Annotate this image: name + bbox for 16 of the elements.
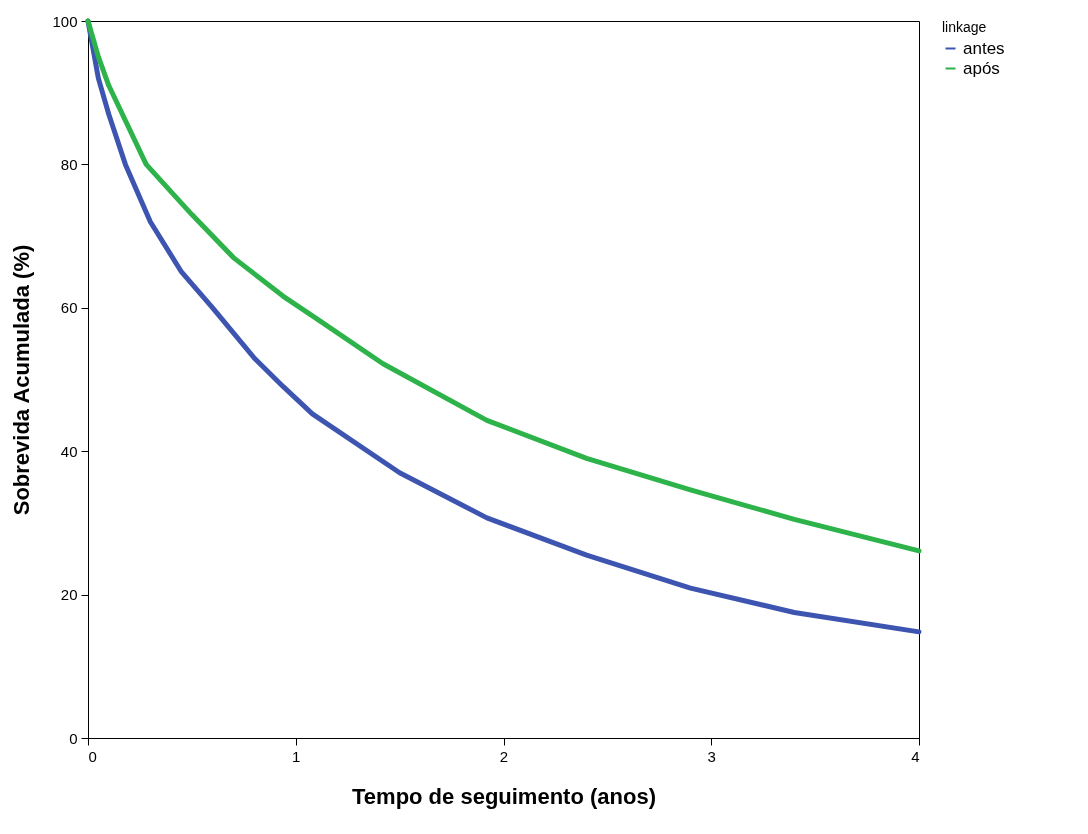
legend-label: após	[963, 58, 1000, 78]
x-tick-label: 4	[911, 747, 920, 765]
x-tick-label: 3	[707, 747, 716, 765]
y-tick-label: 20	[60, 586, 78, 604]
x-tick-label: 2	[499, 747, 509, 765]
y-tick-label: 60	[60, 299, 78, 317]
x-tick-label: 1	[292, 747, 301, 765]
x-tick-label: 0	[88, 747, 97, 765]
legend-title: linkage	[942, 19, 987, 35]
y-tick-label: 40	[60, 442, 78, 460]
y-axis-title: Sobrevida Acumulada (%)	[9, 244, 35, 516]
y-tick-label: 0	[69, 729, 78, 747]
legend-label: antes	[963, 38, 1005, 58]
y-tick-label: 80	[60, 155, 78, 173]
y-tick-label: 100	[52, 12, 78, 30]
x-axis-title: Tempo de seguimento (anos)	[352, 783, 656, 809]
